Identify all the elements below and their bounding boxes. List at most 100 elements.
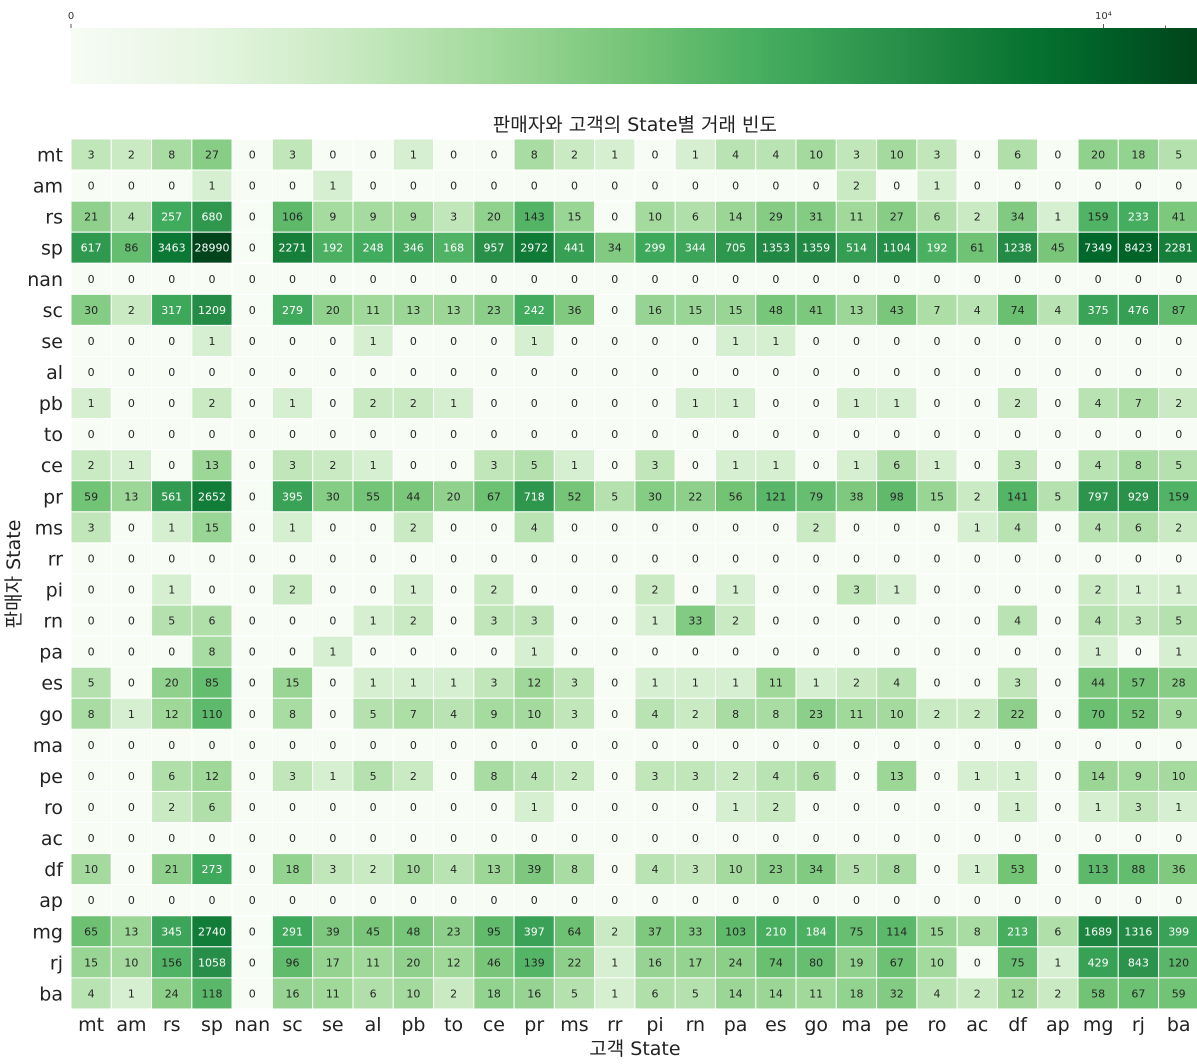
cell-value-label: 1 bbox=[692, 397, 699, 410]
cell-value-label: 1 bbox=[732, 397, 739, 410]
heatmap-cell bbox=[392, 542, 435, 575]
y-tick-label: ma bbox=[33, 735, 63, 757]
heatmap-cell bbox=[191, 262, 233, 295]
cell-value-label: 0 bbox=[974, 459, 981, 472]
heatmap-cell bbox=[70, 604, 112, 637]
cell-value-label: 3 bbox=[490, 615, 497, 628]
cell-value-label: 0 bbox=[249, 211, 256, 224]
heatmap-cell bbox=[70, 666, 112, 699]
heatmap-cell bbox=[1158, 449, 1197, 482]
cell-value-label: 8 bbox=[893, 863, 900, 876]
cell-value-label: 15 bbox=[930, 490, 944, 503]
heatmap-cell bbox=[110, 697, 153, 730]
cell-value-label: 0 bbox=[128, 894, 135, 907]
cell-value-label: 0 bbox=[208, 552, 215, 565]
cell-value-label: 0 bbox=[853, 832, 860, 845]
heatmap-cell bbox=[271, 418, 314, 451]
cell-value-label: 0 bbox=[571, 366, 578, 379]
cell-value-label: 0 bbox=[531, 552, 538, 565]
cell-value-label: 0 bbox=[934, 273, 941, 286]
heatmap-cell bbox=[110, 822, 153, 855]
heatmap-cell bbox=[1077, 977, 1119, 1010]
cell-value-label: 1 bbox=[531, 335, 538, 348]
cell-value-label: 0 bbox=[490, 335, 497, 348]
heatmap-cell bbox=[433, 293, 475, 326]
cell-value-label: 0 bbox=[208, 366, 215, 379]
cell-value-label: 0 bbox=[611, 335, 618, 348]
heatmap-cell bbox=[634, 262, 676, 295]
cell-value-label: 5 bbox=[531, 459, 538, 472]
x-tick-label: ba bbox=[1167, 1014, 1191, 1036]
cell-value-label: 0 bbox=[772, 428, 779, 441]
heatmap-cell bbox=[714, 604, 757, 637]
heatmap-cell bbox=[1077, 355, 1119, 389]
heatmap-cells: 3 2 8 27 0 3 0 0 1 0 0 8 2 1 0 1 4 4 10 3 10 3 0 6 0 20 18 50 0 0 1 0 0 1… bbox=[70, 138, 1197, 1010]
cell-value-label: 0 bbox=[813, 832, 820, 845]
cell-value-label: 6 bbox=[813, 770, 820, 783]
cell-value-label: 0 bbox=[1095, 739, 1102, 752]
cell-value-label: 4 bbox=[1095, 397, 1102, 410]
heatmap-cell bbox=[876, 449, 918, 482]
heatmap-cell bbox=[835, 853, 878, 886]
heatmap-cell bbox=[956, 915, 998, 948]
cell-value-label: 0 bbox=[611, 428, 618, 441]
cell-value-label: 0 bbox=[772, 832, 779, 845]
heatmap-cell bbox=[271, 480, 314, 513]
cell-value-label: 0 bbox=[128, 335, 135, 348]
cell-value-label: 1 bbox=[370, 459, 377, 472]
cell-value-label: 33 bbox=[688, 925, 702, 938]
cell-value-label: 34 bbox=[608, 242, 622, 255]
cell-value-label: 0 bbox=[611, 180, 618, 193]
cell-value-label: 11 bbox=[849, 211, 863, 224]
heatmap-cell bbox=[755, 480, 797, 513]
cell-value-label: 2 bbox=[410, 397, 417, 410]
cell-value-label: 0 bbox=[974, 894, 981, 907]
cell-value-label: 0 bbox=[1175, 739, 1182, 752]
cell-value-label: 0 bbox=[88, 552, 95, 565]
heatmap-cell bbox=[835, 293, 878, 326]
cell-value-label: 0 bbox=[1135, 335, 1142, 348]
cell-value-label: 0 bbox=[128, 739, 135, 752]
cell-value-label: 2 bbox=[692, 708, 699, 721]
cell-value-label: 0 bbox=[1014, 552, 1021, 565]
cell-value-label: 0 bbox=[329, 552, 336, 565]
heatmap-cell bbox=[876, 728, 918, 761]
heatmap-cell bbox=[553, 977, 596, 1010]
heatmap-cell bbox=[433, 853, 475, 886]
cell-value-label: 2 bbox=[1175, 397, 1182, 410]
heatmap-cell bbox=[755, 977, 797, 1010]
cell-value-label: 0 bbox=[772, 646, 779, 659]
cell-value-label: 13 bbox=[447, 304, 461, 317]
heatmap-cell bbox=[795, 231, 837, 264]
x-tick-label: rs bbox=[163, 1014, 181, 1036]
y-tick-label: pb bbox=[39, 393, 63, 415]
cell-value-label: 0 bbox=[289, 646, 296, 659]
heatmap-cell bbox=[473, 790, 515, 824]
heatmap-cell bbox=[1037, 884, 1079, 917]
cell-value-label: 0 bbox=[410, 273, 417, 286]
cell-value-label: 0 bbox=[974, 832, 981, 845]
heatmap-cell bbox=[312, 977, 354, 1010]
heatmap-cell bbox=[795, 387, 837, 420]
cell-value-label: 0 bbox=[934, 335, 941, 348]
cell-value-label: 8 bbox=[168, 149, 175, 162]
cell-value-label: 0 bbox=[893, 521, 900, 534]
cell-value-label: 0 bbox=[208, 832, 215, 845]
heatmap-cell bbox=[513, 666, 555, 699]
cell-value-label: 0 bbox=[611, 739, 618, 752]
cell-value-label: 0 bbox=[128, 397, 135, 410]
cell-value-label: 1 bbox=[1095, 646, 1102, 659]
heatmap-cell bbox=[795, 449, 837, 482]
cell-value-label: 0 bbox=[1014, 646, 1021, 659]
cell-value-label: 0 bbox=[974, 552, 981, 565]
cell-value-label: 0 bbox=[168, 894, 175, 907]
heatmap-cell bbox=[674, 977, 716, 1010]
cell-value-label: 0 bbox=[611, 552, 618, 565]
cell-value-label: 0 bbox=[249, 273, 256, 286]
heatmap-cell bbox=[473, 480, 515, 513]
heatmap-cell bbox=[755, 790, 797, 824]
heatmap-cell bbox=[110, 138, 153, 171]
cell-value-label: 0 bbox=[893, 428, 900, 441]
cell-value-label: 0 bbox=[370, 366, 377, 379]
heatmap-cell bbox=[513, 138, 555, 171]
